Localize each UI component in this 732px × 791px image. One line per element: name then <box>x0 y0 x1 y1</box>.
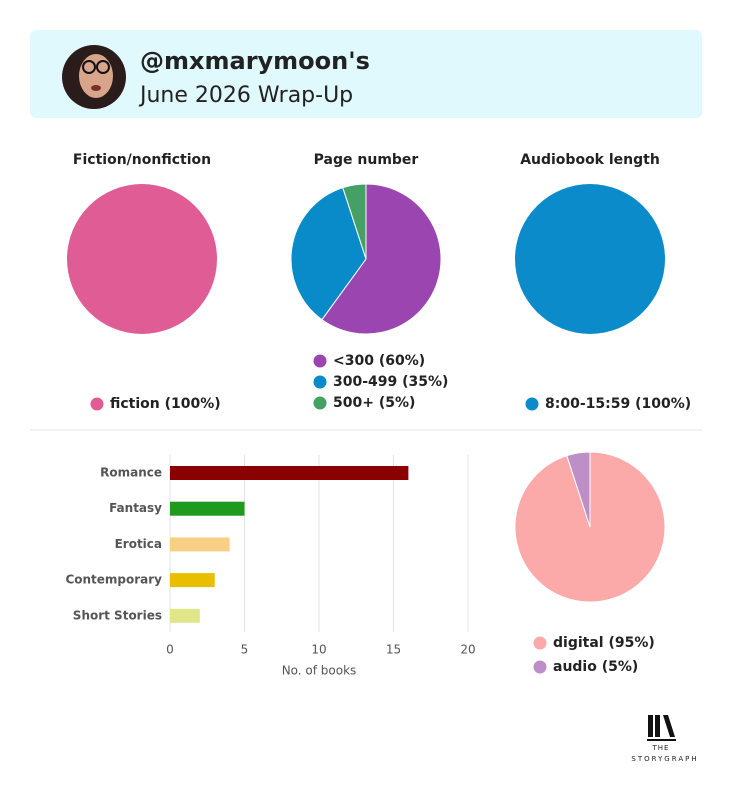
legend-name: fiction <box>110 396 160 412</box>
username: @mxmarymoon's <box>140 47 370 75</box>
x-tick-label: 0 <box>166 643 174 657</box>
pie-slice <box>566 451 591 528</box>
legend-marker <box>533 636 547 650</box>
category-label: Romance <box>100 466 162 480</box>
bar <box>170 501 245 516</box>
legend-name: digital <box>553 635 604 651</box>
legend-name: audio <box>553 659 597 675</box>
logo-top: THE <box>652 744 670 752</box>
x-axis-title: No. of books <box>282 664 357 678</box>
category-label: Contemporary <box>65 573 162 587</box>
x-tick-label: 10 <box>311 643 326 657</box>
bar <box>170 573 215 588</box>
legend-marker <box>90 397 104 411</box>
logo-bottom: STORYGRAPH <box>631 755 698 763</box>
legend-value: (60%) <box>374 353 425 369</box>
pie-slice <box>321 183 442 335</box>
category-label: Fantasy <box>109 501 162 515</box>
bar <box>170 537 230 552</box>
legend-value: (5%) <box>597 659 638 675</box>
pie-slice <box>67 184 217 334</box>
legend-marker <box>313 354 327 368</box>
legend-marker <box>533 660 547 674</box>
legend-label: 8:00-15:59 (100%) <box>545 396 691 412</box>
pie-slice <box>342 183 367 260</box>
avatar <box>62 45 126 109</box>
legend-name: 500+ <box>333 395 374 411</box>
chart-title: Audiobook length <box>520 152 660 168</box>
legend-marker <box>525 397 539 411</box>
bar <box>170 466 409 480</box>
x-tick-label: 5 <box>241 643 249 657</box>
legend-label: fiction (100%) <box>110 396 221 412</box>
subtitle: June 2026 Wrap-Up <box>138 83 353 108</box>
pie-slice <box>515 184 665 334</box>
legend-value: (5%) <box>374 395 415 411</box>
legend-value: (100%) <box>630 396 691 412</box>
legend-name: <300 <box>333 353 374 369</box>
legend-label: 300-499 (35%) <box>333 374 448 390</box>
legend-label: <300 (60%) <box>333 353 425 369</box>
category-label: Short Stories <box>73 608 162 622</box>
chart-title: Fiction/nonfiction <box>73 152 211 168</box>
x-tick-label: 15 <box>386 643 401 657</box>
pie-slice <box>290 187 367 321</box>
legend-marker <box>313 396 327 410</box>
logo: THE STORYGRAPH <box>631 715 698 763</box>
legend-label: digital (95%) <box>553 635 655 651</box>
legend-name: 8:00-15:59 <box>545 396 630 412</box>
legend-value: (35%) <box>397 374 448 390</box>
bar <box>170 608 200 623</box>
legend-value: (95%) <box>604 635 655 651</box>
x-tick-label: 20 <box>460 643 475 657</box>
legend-label: 500+ (5%) <box>333 395 415 411</box>
chart-title: Page number <box>314 152 419 168</box>
header-box <box>30 30 702 118</box>
category-label: Erotica <box>115 537 162 551</box>
legend-value: (100%) <box>160 396 221 412</box>
legend-label: audio (5%) <box>553 659 638 675</box>
legend-name: 300-499 <box>333 374 397 390</box>
legend-marker <box>313 375 327 389</box>
